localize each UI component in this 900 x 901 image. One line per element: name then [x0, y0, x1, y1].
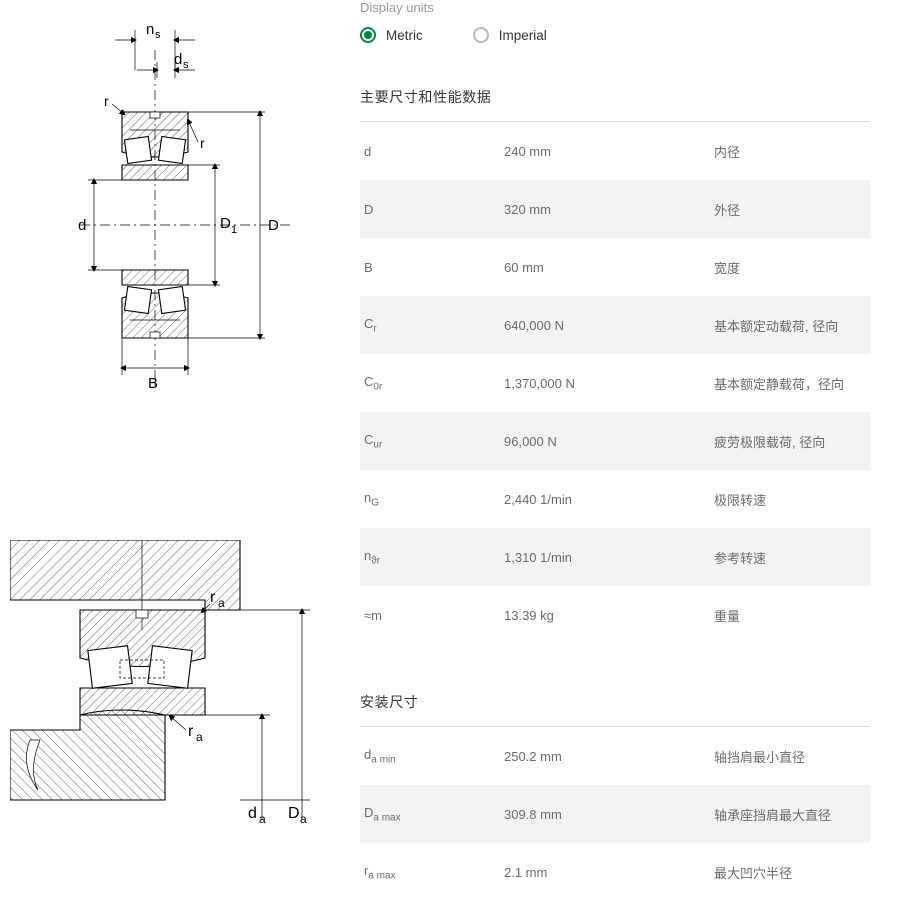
label-ra-top-sub: a	[218, 596, 225, 610]
units-radio-metric[interactable]: Metric	[360, 27, 423, 43]
spec-description: 参考转速	[714, 548, 866, 567]
spec-symbol: Da max	[364, 805, 504, 824]
display-units-label: Display units	[360, 0, 870, 15]
table-row: ≈m13.39 kg重量	[360, 586, 870, 644]
spec-value: 1,310 1/min	[504, 550, 714, 565]
table-row: C0r1,370,000 N基本额定静载荷，径向	[360, 354, 870, 412]
spec-value: 640,000 N	[504, 318, 714, 333]
spec-value: 320 mm	[504, 202, 714, 217]
table-row: D320 mm外径	[360, 180, 870, 238]
label-ns-sub: s	[155, 29, 161, 41]
label-da-sub: a	[259, 812, 266, 826]
label-ds: d	[174, 51, 182, 68]
section-title-mount: 安装尺寸	[360, 692, 870, 727]
label-r-top: r	[104, 93, 109, 109]
spec-symbol: Cr	[364, 316, 504, 335]
spec-description: 极限转速	[714, 490, 866, 509]
label-ns: n	[146, 21, 154, 38]
spec-description: 基本额定动载荷, 径向	[714, 316, 866, 335]
label-ra-top: r	[210, 589, 216, 606]
spec-table-mount: da min250.2 mm轴挡肩最小直径Da max309.8 mm轴承座挡肩…	[360, 727, 870, 901]
units-radio-group: Metric Imperial	[360, 27, 870, 43]
label-D1-sub: 1	[231, 224, 237, 236]
label-B: B	[148, 375, 158, 392]
spec-value: 2.1 mm	[504, 865, 714, 880]
label-Da: D	[288, 805, 300, 822]
label-D1: D	[220, 215, 231, 232]
section-title-main: 主要尺寸和性能数据	[360, 87, 870, 122]
spec-description: 疲劳极限载荷, 径向	[714, 432, 866, 451]
spec-symbol: da min	[364, 747, 504, 766]
spec-description: 宽度	[714, 258, 866, 277]
spec-value: 309.8 mm	[504, 807, 714, 822]
label-ra-bot-sub: a	[196, 730, 203, 744]
spec-value: 96,000 N	[504, 434, 714, 449]
label-r-side: r	[200, 135, 205, 151]
spec-symbol: d	[364, 144, 504, 159]
spec-value: 240 mm	[504, 144, 714, 159]
label-Da-sub: a	[300, 812, 307, 826]
spec-description: 重量	[714, 606, 866, 625]
table-row: nG2,440 1/min极限转速	[360, 470, 870, 528]
spec-description: 轴挡肩最小直径	[714, 747, 866, 766]
units-radio-metric-label: Metric	[386, 28, 423, 43]
spec-description: 内径	[714, 142, 866, 161]
spec-value: 1,370,000 N	[504, 376, 714, 391]
spec-value: 13.39 kg	[504, 608, 714, 623]
radio-icon	[473, 27, 489, 43]
spec-symbol: ≈m	[364, 608, 504, 623]
spec-column: Display units Metric Imperial 主要尺寸和性能数据 …	[340, 0, 900, 876]
table-row: nϑr1,310 1/min参考转速	[360, 528, 870, 586]
bearing-cross-section-diagram: n s d s r r	[60, 20, 320, 400]
spec-value: 60 mm	[504, 260, 714, 275]
label-ds-sub: s	[183, 59, 189, 71]
table-row: d240 mm内径	[360, 122, 870, 180]
spec-description: 基本额定静载荷，径向	[714, 374, 866, 393]
mounting-detail-diagram: r a r a d a D a	[10, 540, 320, 830]
label-D: D	[268, 217, 279, 234]
label-da: d	[248, 805, 257, 822]
table-row: Da max309.8 mm轴承座挡肩最大直径	[360, 785, 870, 843]
spec-description: 最大凹穴半径	[714, 863, 866, 882]
table-row: Cr640,000 N基本额定动载荷, 径向	[360, 296, 870, 354]
spec-description: 轴承座挡肩最大直径	[714, 805, 866, 824]
spec-value: 2,440 1/min	[504, 492, 714, 507]
spec-symbol: nϑr	[364, 548, 504, 567]
label-d: d	[78, 217, 86, 234]
spec-symbol: D	[364, 202, 504, 217]
label-ra-bot: r	[188, 723, 194, 740]
radio-icon	[360, 27, 376, 43]
table-row: da min250.2 mm轴挡肩最小直径	[360, 727, 870, 785]
units-radio-imperial[interactable]: Imperial	[473, 27, 547, 43]
spec-value: 250.2 mm	[504, 749, 714, 764]
spec-symbol: B	[364, 260, 504, 275]
spec-symbol: Cur	[364, 432, 504, 451]
units-radio-imperial-label: Imperial	[499, 28, 547, 43]
spec-table-main: d240 mm内径D320 mm外径B60 mm宽度Cr640,000 N基本额…	[360, 122, 870, 644]
spec-symbol: ra max	[364, 863, 504, 882]
spec-symbol: C0r	[364, 374, 504, 393]
spec-symbol: nG	[364, 490, 504, 509]
table-row: Cur96,000 N疲劳极限载荷, 径向	[360, 412, 870, 470]
table-row: B60 mm宽度	[360, 238, 870, 296]
table-row: ra max2.1 mm最大凹穴半径	[360, 843, 870, 901]
spec-description: 外径	[714, 200, 866, 219]
diagram-column: n s d s r r	[0, 0, 340, 876]
